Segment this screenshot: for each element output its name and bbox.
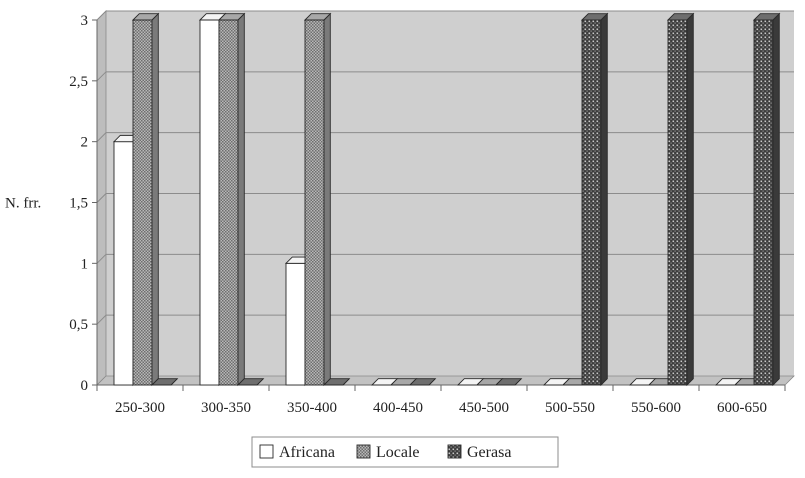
bar-locale — [131, 12, 160, 387]
x-tick-label: 400-450 — [373, 400, 423, 416]
bar-gerasa — [150, 378, 179, 386]
bar-gerasa — [494, 378, 523, 386]
gridline — [96, 314, 794, 325]
legend-label: Gerasa — [467, 444, 511, 461]
bar-gerasa — [408, 378, 437, 386]
legend-swatch — [447, 444, 462, 459]
legend-label: Africana — [279, 444, 335, 461]
legend: Africana Locale Gerasa — [251, 436, 559, 468]
bar-locale — [303, 12, 332, 387]
y-tick-label: 0 — [81, 378, 89, 394]
gridline — [96, 253, 794, 264]
bar-locale — [217, 12, 246, 387]
legend-entry-gerasa: Gerasa — [447, 444, 511, 461]
x-tick-label: 500-550 — [545, 400, 595, 416]
x-tick-label: 350-400 — [287, 400, 337, 416]
legend-entry-africana: Africana — [259, 444, 335, 461]
legend-swatch — [259, 444, 274, 459]
x-tick-label: 600-650 — [717, 400, 767, 416]
legend-label: Locale — [376, 444, 420, 461]
bar-gerasa — [236, 378, 265, 386]
y-tick-label: 1 — [81, 256, 89, 272]
x-tick-label: 550-600 — [631, 400, 681, 416]
y-tick-label: 0,5 — [69, 317, 88, 333]
x-tick-label: 250-300 — [115, 400, 165, 416]
x-tick-label: 450-500 — [459, 400, 509, 416]
legend-box — [251, 436, 559, 468]
legend-swatch — [356, 444, 371, 459]
gridlines — [96, 10, 794, 325]
y-tick-label: 3 — [81, 13, 89, 29]
legend-entry-locale: Locale — [356, 444, 420, 461]
axis-labels: 0 0,5 1 1,5 2 2,5 3 N. frr. 250-300 300-350 350-40… — [5, 13, 767, 416]
y-tick-label: 1,5 — [69, 196, 88, 212]
bar-gerasa — [580, 12, 609, 387]
bar-gerasa — [666, 12, 695, 387]
gridline — [96, 71, 794, 82]
y-tick-label: 2,5 — [69, 74, 88, 90]
gridline — [96, 10, 794, 21]
gridline — [96, 193, 794, 203]
x-tick-label: 300-350 — [201, 400, 251, 416]
y-axis-label: N. frr. — [5, 196, 41, 212]
gridline — [96, 132, 794, 143]
bars — [112, 12, 781, 387]
bar-gerasa — [322, 378, 351, 386]
bar-gerasa — [752, 12, 781, 387]
y-tick-label: 2 — [81, 135, 89, 151]
